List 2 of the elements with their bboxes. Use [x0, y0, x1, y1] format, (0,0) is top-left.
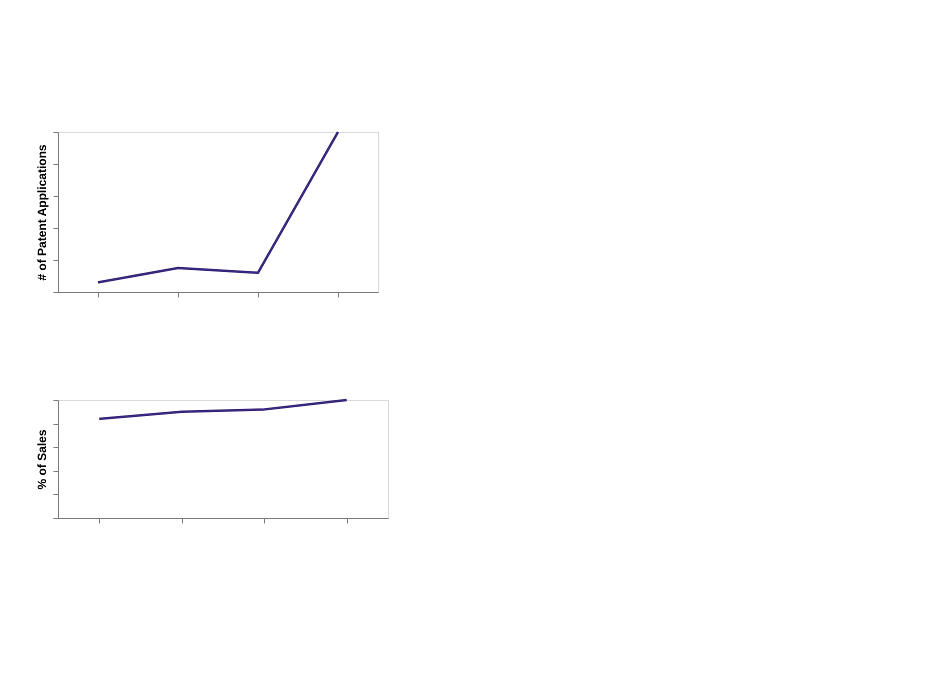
y-axis-title: % of Sales [35, 429, 49, 490]
y-axis-title: # of Patent Applications [35, 144, 49, 281]
